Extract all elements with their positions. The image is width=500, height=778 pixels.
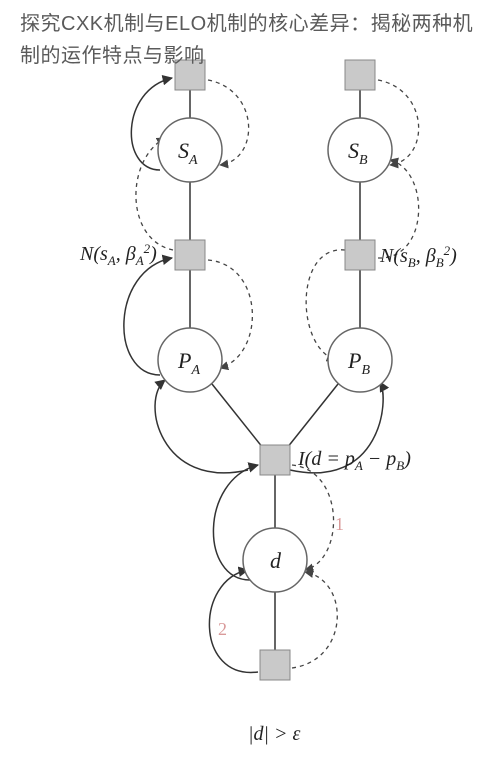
label-cond: |d| > ε xyxy=(248,723,300,745)
factor-likelihood-a xyxy=(175,240,205,270)
label-nb: N(sB, βB2) xyxy=(379,243,457,270)
label-d: d xyxy=(270,548,282,573)
page: 探究CXK机制与ELO机制的核心差异：揭秘两种机制的运作特点与影响 xyxy=(0,0,500,778)
edge xyxy=(212,384,263,448)
msg-arrow-dashed xyxy=(378,160,419,258)
page-title: 探究CXK机制与ELO机制的核心差异：揭秘两种机制的运作特点与影响 xyxy=(20,8,480,72)
label-na: N(sA, βA2) xyxy=(79,241,157,268)
annotation-1: 1 xyxy=(335,514,344,534)
msg-arrow xyxy=(209,570,258,672)
node-sb xyxy=(328,118,392,182)
factor-graph-diagram: SA SB PA PB d N(sA, βA2) N(sB, βB2) I(d … xyxy=(0,0,500,778)
label-id: I(d = pA − pB) xyxy=(297,448,411,473)
msg-arrow xyxy=(155,380,248,473)
annotation-2: 2 xyxy=(218,619,227,639)
msg-arrow-dashed xyxy=(292,572,337,668)
node-sa xyxy=(158,118,222,182)
factor-diff xyxy=(260,445,290,475)
edge xyxy=(287,384,338,448)
factor-likelihood-b xyxy=(345,240,375,270)
factor-outcome xyxy=(260,650,290,680)
